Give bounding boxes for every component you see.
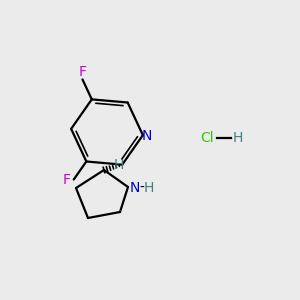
Text: F: F xyxy=(79,65,86,80)
Text: F: F xyxy=(63,172,71,187)
Text: H: H xyxy=(114,158,124,172)
Text: N: N xyxy=(142,129,152,143)
Text: H: H xyxy=(144,181,154,195)
Text: Cl: Cl xyxy=(200,131,214,145)
Text: N: N xyxy=(130,181,140,195)
Text: H: H xyxy=(233,131,243,145)
Text: -: - xyxy=(140,181,144,195)
